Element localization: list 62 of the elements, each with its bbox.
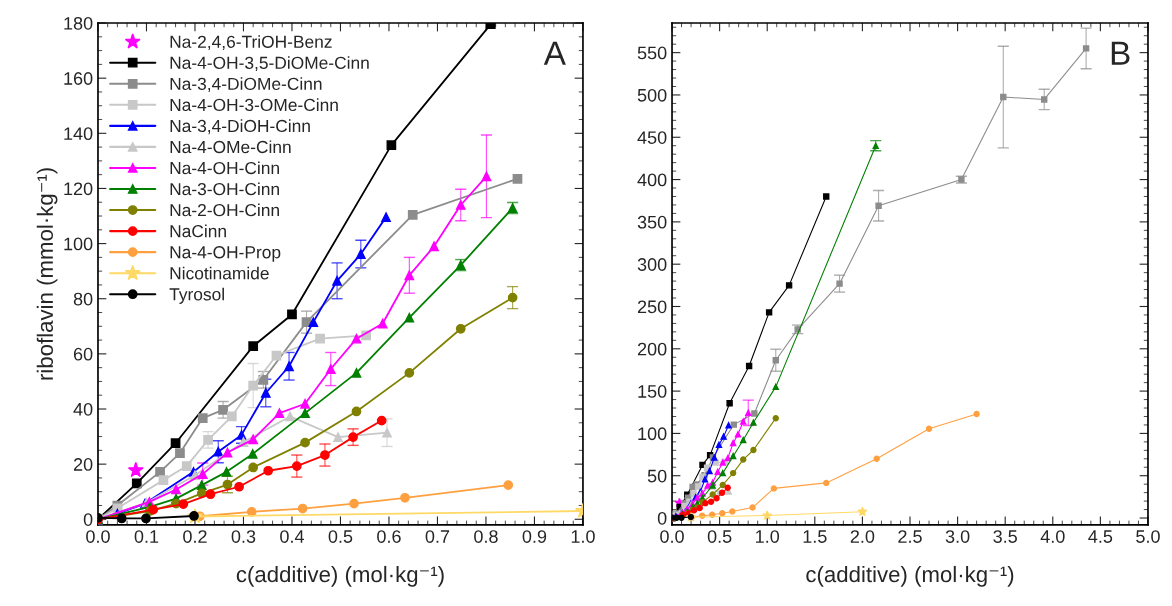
x-tick-label: 0.6 [377, 530, 401, 543]
x-tick-label: 0.9 [522, 530, 547, 543]
legend-label: Na-3,4-DiOH-Cinn [170, 119, 310, 135]
x-tick-label: 2.5 [898, 530, 922, 543]
annotation: A [543, 41, 566, 65]
x-tick-label: 1.0 [571, 530, 595, 543]
x-axis-title: c(additive) (mol·kg⁻¹) [806, 565, 1014, 587]
legend-label: Na-4-OH-Cinn [170, 161, 279, 175]
x-tick-label: 2.0 [850, 530, 875, 543]
x-tick-label: 0.1 [134, 530, 159, 543]
y-tick-label: 0 [83, 513, 93, 526]
x-tick-label: 5.0 [1136, 530, 1160, 543]
x-tick-label: 0.5 [328, 530, 353, 543]
legend-label: Tyrosol [169, 287, 224, 304]
x-tick-label: 0.4 [280, 530, 304, 543]
y-tick-label: 150 [638, 385, 667, 398]
y-tick-label: 400 [637, 173, 667, 187]
x-tick-label: 0.5 [707, 530, 732, 543]
legend-label: Na-3-OH-Cinn [170, 182, 279, 196]
x-tick-label: 3.0 [945, 530, 970, 543]
y-tick-label: 350 [637, 215, 667, 229]
y-tick-label: 120 [64, 182, 93, 196]
x-tick-label: 3.5 [993, 530, 1017, 543]
y-tick-label: 60 [73, 347, 93, 361]
x-tick-label: 4.5 [1088, 530, 1113, 543]
y-tick-label: 50 [647, 469, 667, 483]
x-tick-label: 4.0 [1040, 530, 1065, 543]
y-tick-label: 160 [64, 72, 93, 85]
annotation: B [1111, 41, 1130, 65]
legend-label: Na-4-OH-Prop [170, 246, 281, 262]
legend-label: Na-3,4-DiOMe-Cinn [170, 77, 322, 93]
legend-label: Na-2-OH-Cinn [170, 203, 279, 217]
y-tick-label: 500 [637, 88, 667, 102]
x-axis-title: c(additive) (mol·kg⁻¹) [236, 565, 444, 587]
y-tick-label: 20 [73, 458, 93, 471]
legend-label: Na-4-OH-3-OMe-Cinn [170, 98, 338, 112]
x-tick-label: 1.0 [756, 530, 780, 543]
y-tick-label: 450 [637, 131, 667, 144]
y-tick-label: 40 [73, 402, 93, 416]
legend-label: Na-4-OH-3,5-DiOMe-Cinn [170, 56, 369, 72]
legend-label: Na-2,4,6-TriOH-Benz [170, 35, 332, 50]
y-tick-label: 80 [73, 292, 93, 306]
y-tick-label: 200 [637, 342, 667, 356]
legend-label: Nicotinamide [170, 266, 269, 280]
y-tick-label: 100 [638, 427, 667, 441]
legend-label: Na-4-OMe-Cinn [170, 140, 291, 154]
y-tick-label: 550 [637, 46, 667, 60]
x-tick-label: 0.0 [86, 530, 110, 543]
y-tick-label: 100 [64, 237, 93, 251]
y-tick-label: 140 [64, 127, 93, 141]
x-tick-label: 0.7 [425, 530, 450, 543]
y-tick-label: 180 [64, 16, 93, 30]
y-axis-title: riboflavin (mmol·kg⁻¹) [36, 168, 58, 380]
x-tick-label: 0.0 [660, 530, 684, 543]
x-tick-label: 0.2 [183, 530, 207, 543]
y-tick-label: 250 [637, 300, 667, 314]
x-tick-label: 0.8 [474, 530, 498, 543]
legend-label: NaCinn [170, 224, 226, 238]
y-tick-label: 0 [657, 511, 667, 525]
x-tick-label: 1.5 [803, 530, 827, 543]
y-tick-label: 300 [637, 258, 667, 271]
x-tick-label: 0.3 [231, 530, 256, 543]
